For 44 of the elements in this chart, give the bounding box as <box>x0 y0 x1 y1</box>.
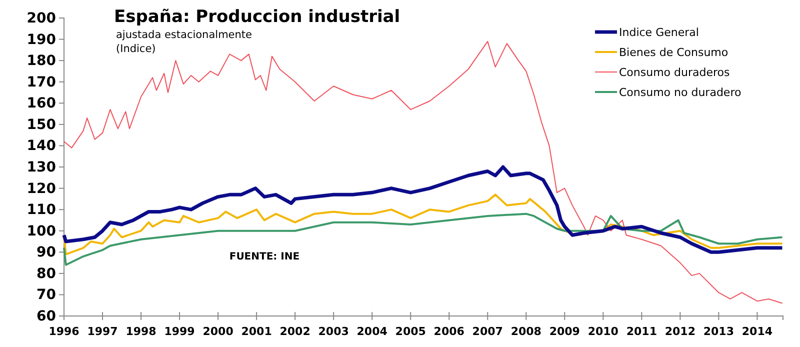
y-tick-label: 60 <box>36 308 56 324</box>
x-tick-label: 2003 <box>318 325 349 338</box>
y-tick-label: 90 <box>36 244 56 261</box>
annotation: FUENTE: INE <box>229 251 300 262</box>
y-tick-label: 200 <box>26 10 56 26</box>
legend-label: Consumo no duradero <box>619 86 742 99</box>
x-tick-label: 2011 <box>626 325 657 338</box>
x-tick-label: 2008 <box>510 325 542 338</box>
line-series <box>64 40 783 304</box>
y-tick-label: 100 <box>26 223 56 240</box>
y-tick-label: 150 <box>26 116 56 133</box>
x-tick-label: 2010 <box>588 325 619 338</box>
y-tick-label: 120 <box>26 180 56 197</box>
x-tick-label: 1999 <box>164 325 195 338</box>
line-series <box>62 165 784 254</box>
x-tick-label: 2002 <box>280 325 310 338</box>
legend-label: Bienes de Consumo <box>619 46 728 59</box>
x-tick-label: 2000 <box>202 325 234 338</box>
x-tick-label: 2006 <box>434 325 465 338</box>
x-tick-label: 2004 <box>356 325 388 338</box>
y-tick-label: 130 <box>26 159 56 176</box>
y-tick-label: 160 <box>26 96 56 112</box>
x-tick-label: 2014 <box>742 325 773 338</box>
y-tick-label: 140 <box>26 138 56 154</box>
y-tick-label: 70 <box>36 287 56 304</box>
x-tick-label: 2012 <box>664 325 696 338</box>
x-tick-label: 1996 <box>48 325 80 338</box>
x-tick-label: 2007 <box>472 325 503 338</box>
y-tick-label: 190 <box>26 32 56 48</box>
y-tick-label: 170 <box>26 74 56 90</box>
legend-label: Consumo duraderos <box>619 66 730 79</box>
x-tick-label: 2009 <box>549 325 580 338</box>
x-tick-label: 2001 <box>241 325 272 338</box>
text: ajustada estacionalmente (Indice) <box>116 29 252 55</box>
chart-title: España: Produccion industrial <box>114 7 400 27</box>
line-series <box>63 212 784 266</box>
x-tick-label: 1998 <box>126 325 156 338</box>
y-tick-label: 110 <box>26 202 56 218</box>
y-tick-label: 80 <box>36 266 56 282</box>
x-tick-label: 1997 <box>87 325 118 338</box>
legend-label: Indice General <box>619 26 699 39</box>
y-tick-label: 180 <box>26 53 56 70</box>
x-tick-label: 2005 <box>395 325 426 338</box>
x-tick-label: 2013 <box>703 325 734 338</box>
